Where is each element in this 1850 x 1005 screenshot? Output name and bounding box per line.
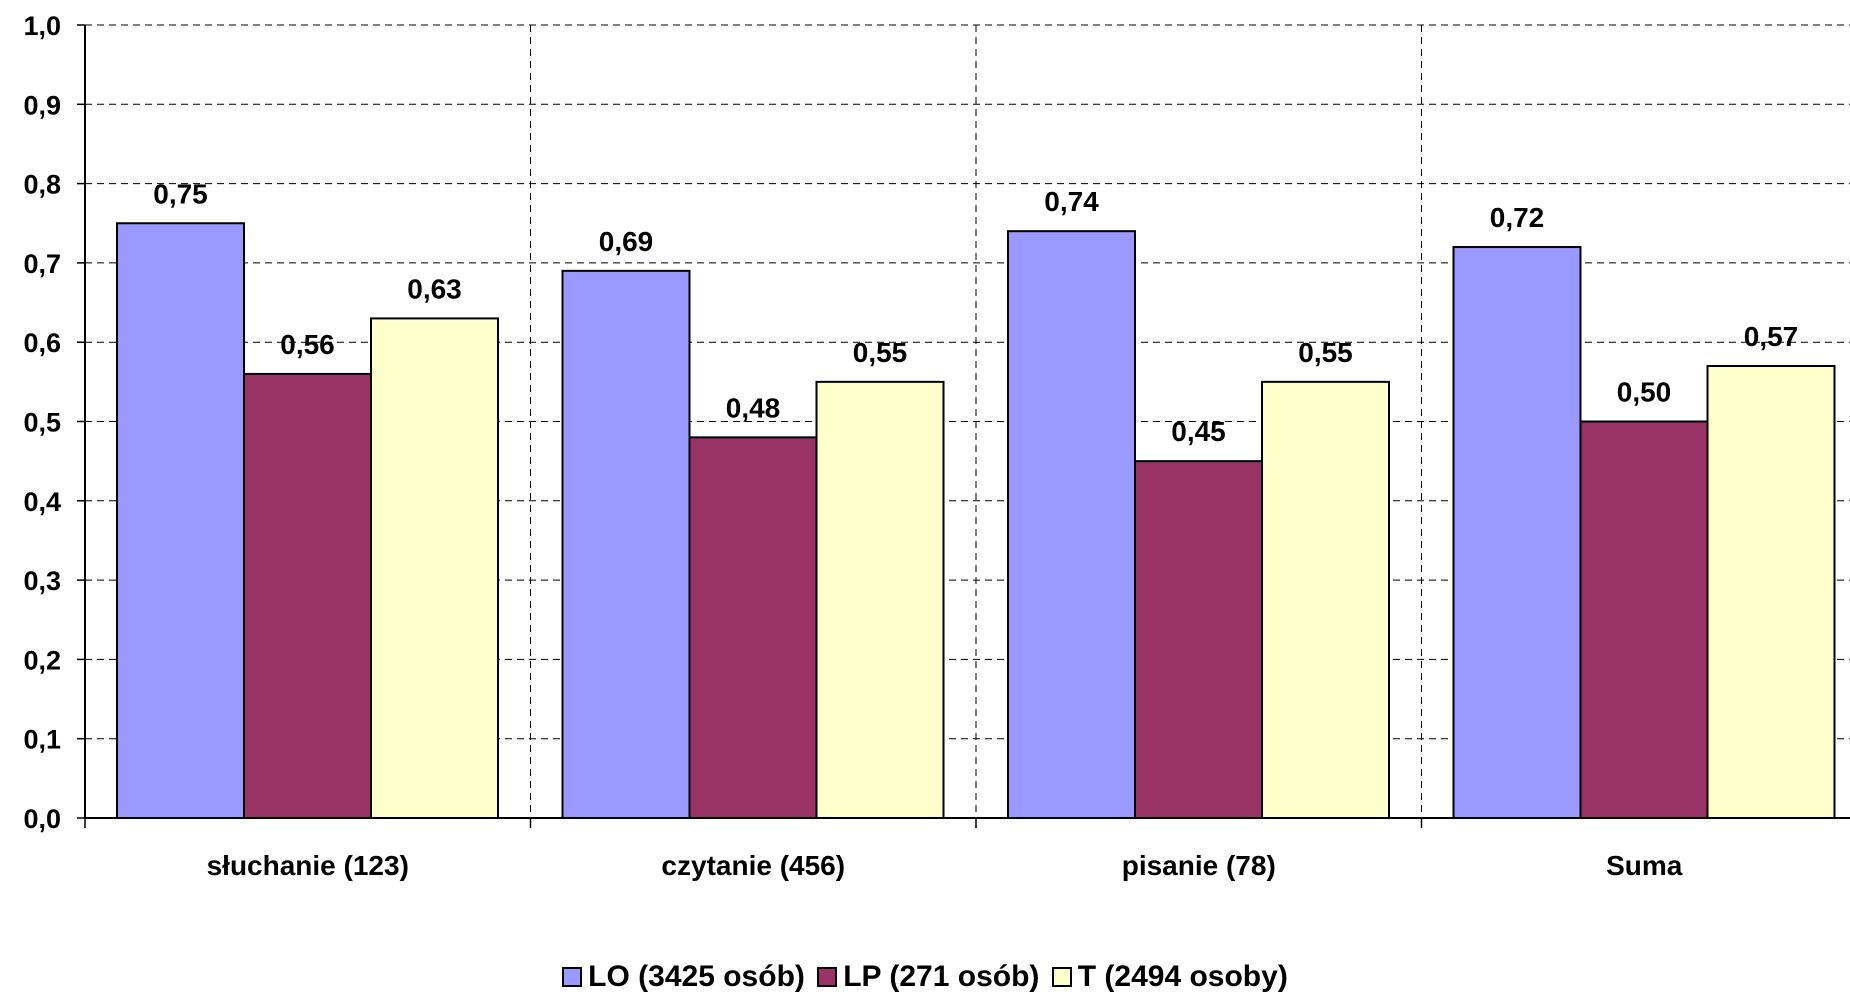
y-tick-label: 0,6 xyxy=(23,328,61,358)
y-tick-label: 0,4 xyxy=(23,487,61,517)
data-label: 0,69 xyxy=(599,226,654,257)
legend-item-t: T (2494 osoby) xyxy=(1051,960,1288,994)
data-label: 0,74 xyxy=(1044,186,1099,217)
data-label: 0,57 xyxy=(1744,321,1799,352)
legend-label-lp: LP (271 osób) xyxy=(843,960,1040,993)
x-category-label: słuchanie (123) xyxy=(207,850,409,881)
legend-swatch-lp xyxy=(817,967,838,987)
bar xyxy=(1261,380,1390,819)
bar xyxy=(1007,230,1136,819)
bars xyxy=(116,222,1836,820)
data-label: 0,72 xyxy=(1490,202,1545,233)
x-category-label: pisanie (78) xyxy=(1122,850,1276,881)
y-tick-label: 0,5 xyxy=(23,408,61,438)
bar xyxy=(688,436,818,819)
legend-label-lo: LO (3425 osób) xyxy=(588,960,805,993)
bar xyxy=(1452,246,1582,820)
bar xyxy=(243,372,372,819)
bar xyxy=(1579,420,1709,819)
legend-label-t: T (2494 osoby) xyxy=(1077,960,1288,993)
bar xyxy=(561,269,691,819)
x-category-labels: słuchanie (123) czytanie (456) pisanie (78… xyxy=(207,850,1683,881)
legend-item-lo: LO (3425 osób) xyxy=(562,960,805,994)
y-tick-label: 1,0 xyxy=(23,11,61,41)
data-label: 0,48 xyxy=(726,392,781,423)
legend: LO (3425 osób) LP (271 osób) T (2494 oso… xyxy=(0,960,1850,995)
data-label: 0,50 xyxy=(1617,377,1672,408)
y-tick-label: 0,1 xyxy=(23,725,61,755)
x-category-label: czytanie (456) xyxy=(661,850,845,881)
data-label: 0,63 xyxy=(407,273,462,304)
y-tick-label: 0,0 xyxy=(23,804,61,834)
bar xyxy=(1134,460,1263,819)
bar-chart: 0,0 0,1 0,2 0,3 0,4 0,5 0,6 0,7 0,8 0,9 1,0 słucha… xyxy=(23,11,1850,881)
bar xyxy=(116,222,245,819)
legend-swatch-lo xyxy=(562,967,583,987)
y-tick-labels: 0,0 0,1 0,2 0,3 0,4 0,5 0,6 0,7 0,8 0,9 1,0 xyxy=(23,11,61,834)
bar xyxy=(1706,364,1836,819)
bar xyxy=(815,380,945,819)
legend-item-lp: LP (271 osób) xyxy=(817,960,1039,994)
x-category-label: Suma xyxy=(1606,850,1683,881)
data-label: 0,75 xyxy=(153,178,208,209)
data-label: 0,55 xyxy=(1298,337,1353,368)
data-label: 0,45 xyxy=(1171,416,1226,447)
y-tick-label: 0,9 xyxy=(23,90,61,120)
data-label: 0,56 xyxy=(280,329,335,360)
y-tick-label: 0,3 xyxy=(23,566,61,596)
data-label: 0,55 xyxy=(853,337,908,368)
bar xyxy=(370,317,499,819)
y-tick-label: 0,2 xyxy=(23,645,61,675)
data-labels: 0,75 0,56 0,63 0,69 0,48 0,55 0,74 0,45 0,55 0,72… xyxy=(153,178,1798,447)
y-tick-label: 0,8 xyxy=(23,170,61,200)
y-tick-label: 0,7 xyxy=(23,249,61,279)
legend-swatch-t xyxy=(1051,967,1072,987)
axes xyxy=(77,24,1850,828)
